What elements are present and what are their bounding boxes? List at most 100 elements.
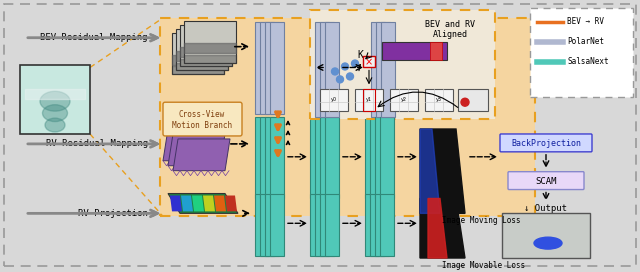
Bar xyxy=(320,22,334,117)
Bar xyxy=(315,22,329,117)
Bar xyxy=(270,22,284,114)
Polygon shape xyxy=(173,139,230,171)
Polygon shape xyxy=(163,129,220,161)
Bar xyxy=(265,117,279,199)
Circle shape xyxy=(461,98,469,106)
Polygon shape xyxy=(170,196,182,211)
Polygon shape xyxy=(214,196,226,211)
Text: BEV → RV: BEV → RV xyxy=(567,17,604,26)
Text: SalsaNext: SalsaNext xyxy=(567,57,609,66)
Text: y1: y1 xyxy=(366,97,372,102)
Text: y3: y3 xyxy=(436,97,442,102)
Bar xyxy=(371,22,385,117)
Polygon shape xyxy=(225,196,237,211)
Bar xyxy=(325,22,339,117)
Bar xyxy=(380,193,394,256)
Bar xyxy=(458,89,488,111)
Bar xyxy=(315,193,329,256)
Bar xyxy=(184,21,236,63)
Bar xyxy=(381,22,395,117)
Bar xyxy=(530,8,633,97)
FancyBboxPatch shape xyxy=(508,172,584,190)
Circle shape xyxy=(332,68,339,75)
Bar xyxy=(375,117,389,199)
Text: y0: y0 xyxy=(331,97,337,102)
Bar xyxy=(325,117,339,199)
Bar xyxy=(176,29,228,70)
Bar xyxy=(310,117,324,199)
Text: ↓ Output: ↓ Output xyxy=(525,204,568,213)
Circle shape xyxy=(342,63,349,70)
Bar xyxy=(382,42,447,60)
Bar xyxy=(320,117,334,199)
Text: y2: y2 xyxy=(401,97,407,102)
Polygon shape xyxy=(168,193,238,213)
Text: SCAM: SCAM xyxy=(535,177,557,186)
Circle shape xyxy=(351,60,358,67)
Bar xyxy=(265,193,279,256)
Bar xyxy=(502,213,590,258)
Text: PolarNet: PolarNet xyxy=(567,37,604,46)
Bar xyxy=(365,193,379,256)
Bar xyxy=(255,193,269,256)
Ellipse shape xyxy=(40,91,70,111)
Bar xyxy=(363,89,375,111)
Bar xyxy=(320,193,334,256)
Circle shape xyxy=(337,76,344,83)
Text: Image Movable Loss: Image Movable Loss xyxy=(442,261,525,270)
Bar xyxy=(425,89,453,111)
Text: K: K xyxy=(357,50,363,60)
Bar xyxy=(375,193,389,256)
Polygon shape xyxy=(420,129,465,213)
Text: BackProjection: BackProjection xyxy=(511,139,581,149)
Bar xyxy=(380,117,394,199)
Bar xyxy=(180,25,232,66)
Circle shape xyxy=(346,73,353,80)
Bar xyxy=(260,22,274,114)
Polygon shape xyxy=(420,129,440,213)
Bar xyxy=(270,193,284,256)
Ellipse shape xyxy=(45,118,65,132)
Bar xyxy=(270,117,284,199)
Bar xyxy=(172,33,224,75)
Text: Image Moving Loss: Image Moving Loss xyxy=(442,216,520,225)
Text: RV Residual Mapping: RV Residual Mapping xyxy=(46,139,148,149)
Bar xyxy=(265,22,279,114)
Polygon shape xyxy=(420,199,465,258)
Bar xyxy=(260,193,274,256)
FancyBboxPatch shape xyxy=(163,102,242,136)
Bar xyxy=(320,89,348,111)
Polygon shape xyxy=(192,196,204,211)
Polygon shape xyxy=(428,199,447,258)
Text: ×: × xyxy=(365,57,373,67)
Ellipse shape xyxy=(534,237,562,249)
Text: BEV Residual Mapping: BEV Residual Mapping xyxy=(40,33,148,42)
Ellipse shape xyxy=(42,105,67,122)
Bar xyxy=(255,117,269,199)
Bar xyxy=(370,117,384,199)
Polygon shape xyxy=(203,196,215,211)
Bar xyxy=(370,193,384,256)
Bar xyxy=(390,89,418,111)
Text: RV Projection: RV Projection xyxy=(78,209,148,218)
Bar xyxy=(20,64,90,134)
Bar xyxy=(376,22,390,117)
Bar xyxy=(310,193,324,256)
Bar xyxy=(430,42,442,60)
Bar xyxy=(355,89,383,111)
Polygon shape xyxy=(181,196,193,211)
Bar xyxy=(325,193,339,256)
FancyBboxPatch shape xyxy=(500,134,592,152)
Bar xyxy=(255,22,269,114)
Bar xyxy=(260,117,274,199)
Bar xyxy=(160,18,535,216)
Bar xyxy=(310,10,495,119)
Polygon shape xyxy=(168,134,225,166)
Text: BEV and RV
Aligned: BEV and RV Aligned xyxy=(425,20,475,39)
Bar xyxy=(363,55,375,67)
Text: Cross-View
Motion Branch: Cross-View Motion Branch xyxy=(172,110,232,130)
Bar xyxy=(366,22,380,117)
Bar xyxy=(315,117,329,199)
Bar xyxy=(310,22,324,117)
Bar xyxy=(365,117,379,199)
